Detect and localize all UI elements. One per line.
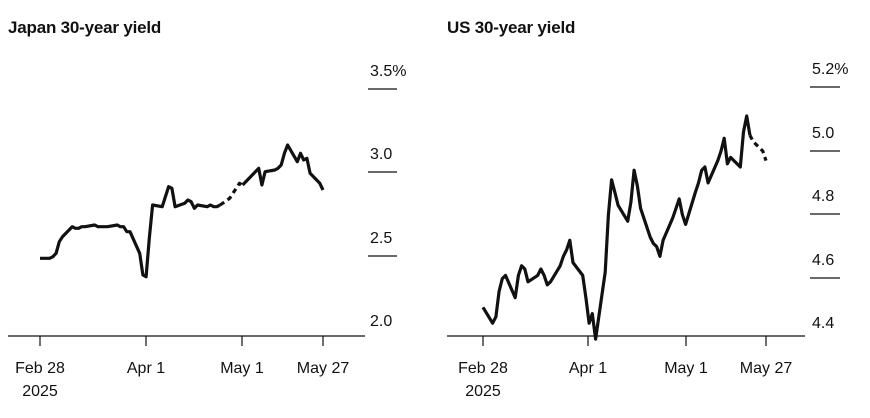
- us-x-tick-label: Feb 28: [458, 360, 508, 377]
- us-chart-title: US 30-year yield: [447, 18, 576, 37]
- us-x-tick-sublabel: 2025: [465, 383, 501, 400]
- us-y-tick-label: 5.2%: [812, 61, 848, 78]
- japan-x-tick-label: Apr 1: [127, 360, 165, 377]
- us-yield-line: [481, 114, 752, 341]
- japan-y-tick-label: 2.5: [370, 230, 392, 247]
- japan-yield-line: [241, 143, 325, 191]
- us-y-tick-label: 4.8: [812, 188, 834, 205]
- japan-x-tick-label: May 27: [297, 360, 350, 377]
- japan-y-tick-label: 2.0: [370, 313, 392, 330]
- us-x-tick-label: Apr 1: [569, 360, 607, 377]
- japan-yield-line: [40, 185, 221, 279]
- japan-yield-line-dashed: [219, 181, 244, 207]
- japan-x-tick-sublabel: 2025: [22, 383, 58, 400]
- us-x-tick-label: May 27: [740, 360, 793, 377]
- japan-x-tick-label: Feb 28: [15, 360, 65, 377]
- japan-y-tick-label: 3.5%: [370, 63, 406, 80]
- us-y-tick-label: 5.0: [812, 125, 834, 142]
- japan-chart-title: Japan 30-year yield: [8, 18, 162, 37]
- japan-y-tick-label: 3.0: [370, 146, 392, 163]
- japan-x-tick-label: May 1: [220, 360, 264, 377]
- us-y-tick-label: 4.4: [812, 315, 834, 332]
- us-x-tick-label: May 1: [664, 360, 708, 377]
- us-yield-line-dashed: [748, 134, 768, 162]
- us-y-tick-label: 4.6: [812, 252, 834, 269]
